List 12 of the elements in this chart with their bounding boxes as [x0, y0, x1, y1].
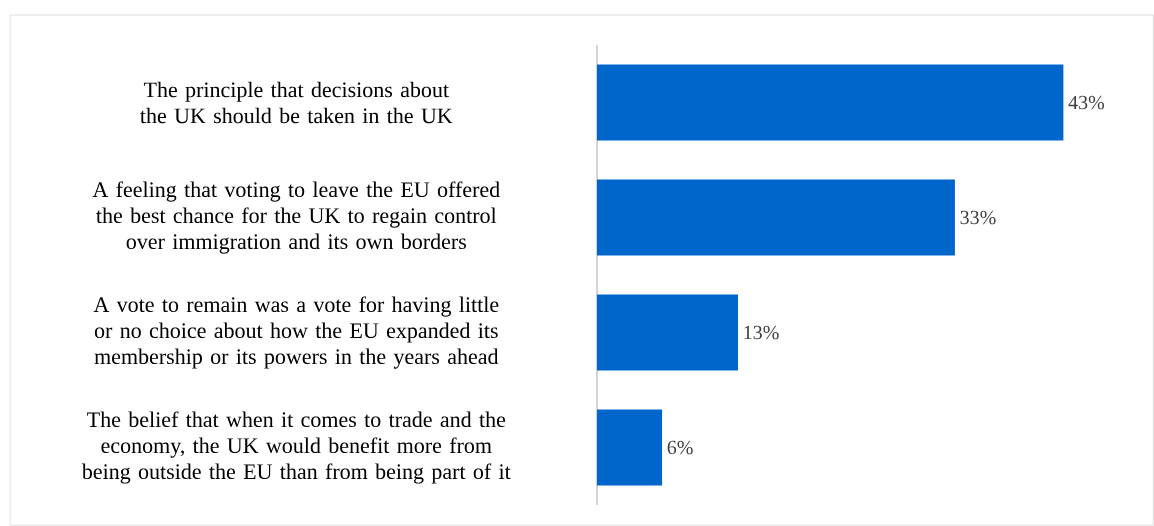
data-label: 33%	[960, 210, 996, 225]
data-label: 6%	[667, 440, 693, 455]
y-tick-label: A feeling that voting to leave the EU offered the best chance for the UK to regain control over immigration and its own borders	[92, 181, 500, 254]
y-tick-label: The principle that decisions about the UK should be taken in the UK	[140, 81, 453, 124]
bar	[597, 294, 738, 371]
bar	[597, 64, 1064, 141]
y-tick-label: A vote to remain was a vote for having little or no choice about how the EU expanded its membership or its powers in the years ahead	[93, 296, 499, 369]
y-tick-label: The belief that when it comes to trade and the economy, the UK would benefit more from being outside the EU than from being part of it	[81, 411, 511, 484]
bar	[597, 409, 663, 486]
bar	[597, 179, 955, 256]
data-label: 43%	[1068, 95, 1105, 110]
data-label: 13%	[744, 325, 779, 340]
